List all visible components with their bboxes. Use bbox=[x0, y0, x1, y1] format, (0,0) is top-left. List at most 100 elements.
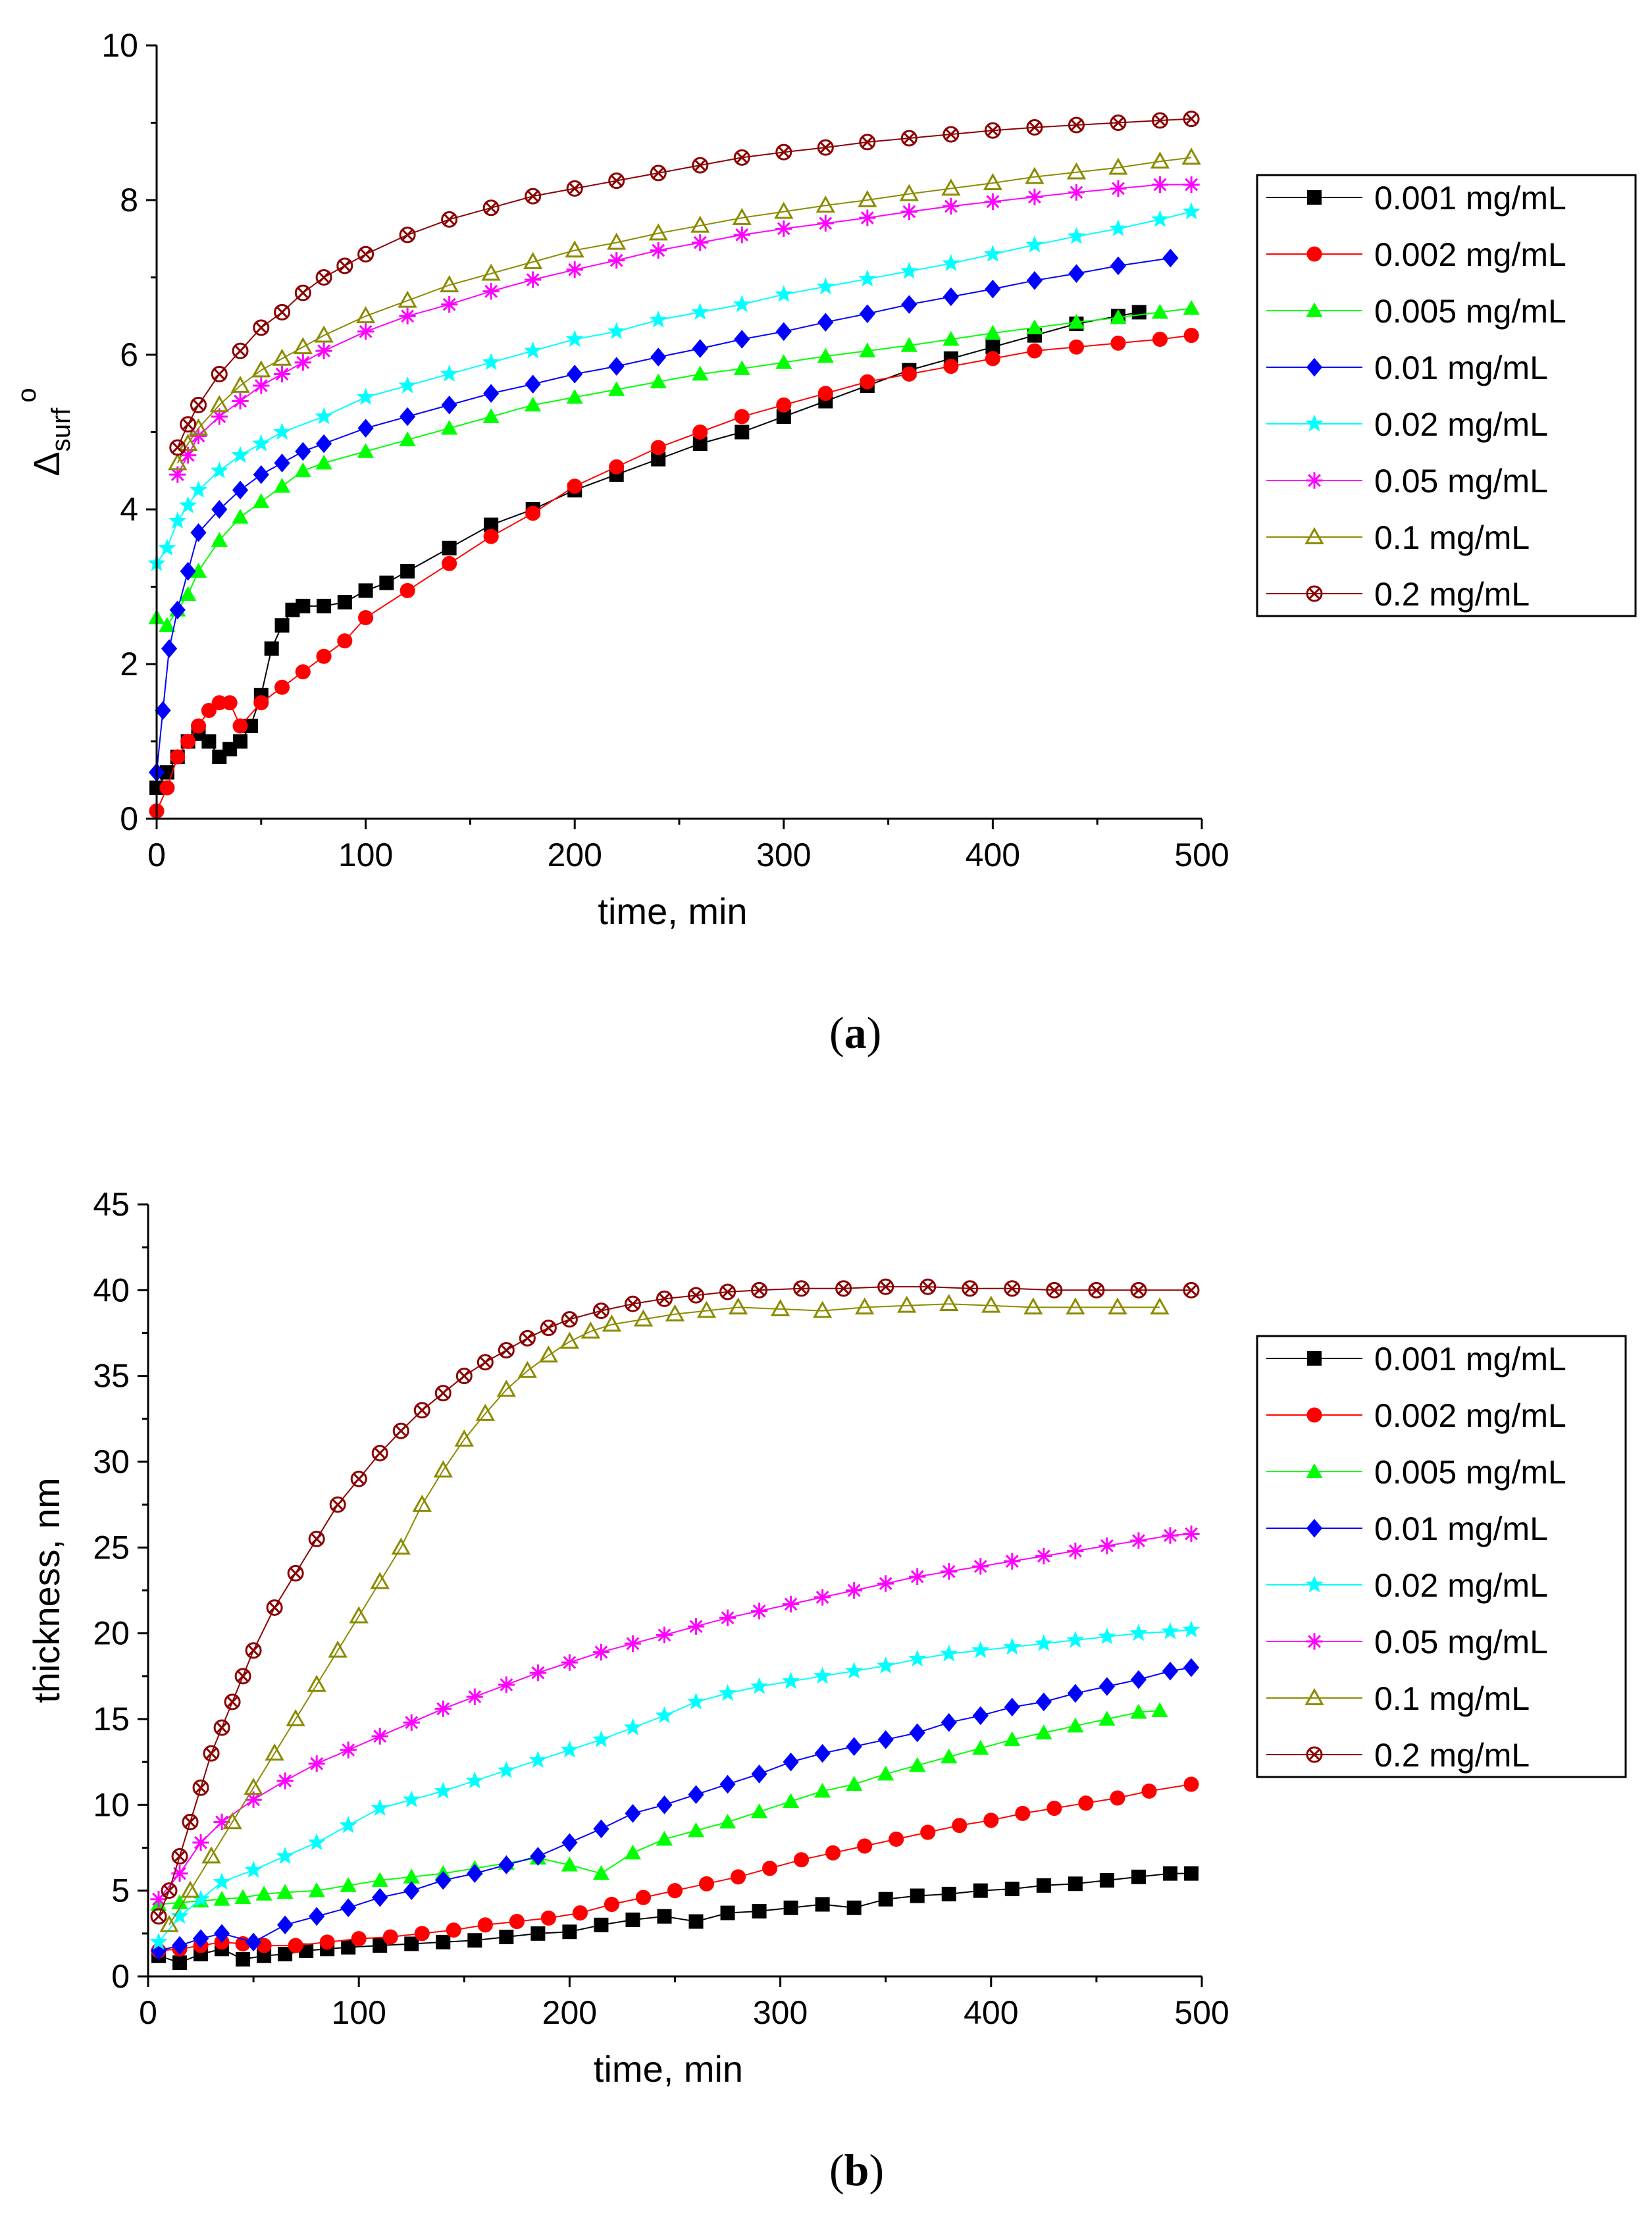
data-point-0-6-3 bbox=[209, 395, 229, 413]
series-0-6 bbox=[168, 147, 1201, 471]
data-point-1-1-18 bbox=[667, 1883, 683, 1899]
data-point-0-7-16 bbox=[608, 172, 625, 190]
data-point-1-1-32 bbox=[1110, 1790, 1125, 1806]
legend-0: 0.001 mg/mL 0.002 mg/mL 0.005 mg/mL 0.01 mg… bbox=[1256, 174, 1637, 617]
data-point-0-4-15 bbox=[565, 330, 584, 348]
data-point-0-4-12 bbox=[440, 365, 459, 382]
data-point-1-7-27 bbox=[656, 1290, 673, 1307]
data-point-1-1-19 bbox=[698, 1876, 715, 1892]
legend-item-1-0: 0.001 mg/mL bbox=[1266, 1341, 1566, 1377]
data-point-0-4-3 bbox=[179, 496, 197, 513]
data-point-0-5-29 bbox=[1183, 176, 1200, 193]
data-point-0-4-26 bbox=[1025, 235, 1044, 253]
series-0-1 bbox=[149, 328, 1199, 819]
data-point-1-0-18 bbox=[625, 1912, 640, 1927]
data-point-1-4-30 bbox=[1066, 1630, 1085, 1648]
data-point-0-3-11 bbox=[315, 434, 332, 453]
data-point-0-5-18 bbox=[733, 226, 750, 244]
data-point-1-7-15 bbox=[371, 1445, 388, 1462]
data-point-0-4-4 bbox=[189, 480, 208, 498]
data-point-0-1-5 bbox=[201, 702, 217, 719]
data-point-0-6-7 bbox=[293, 337, 313, 355]
data-point-1-4-31 bbox=[1098, 1627, 1116, 1645]
data-point-0-5-0 bbox=[169, 466, 186, 483]
data-point-1-4-2 bbox=[192, 1890, 210, 1907]
data-point-0-5-21 bbox=[859, 209, 876, 226]
data-point-0-6-24 bbox=[983, 172, 1003, 190]
data-point-0-7-1 bbox=[180, 416, 197, 433]
x-tick-label-1-2: 200 bbox=[542, 1994, 597, 2031]
data-point-1-2-9 bbox=[371, 1872, 388, 1887]
data-point-0-2-11 bbox=[357, 443, 374, 458]
series-1-4 bbox=[149, 1620, 1200, 1950]
data-point-1-2-34 bbox=[1151, 1702, 1168, 1717]
data-point-1-7-35 bbox=[962, 1280, 979, 1297]
data-point-1-6-0 bbox=[159, 1915, 179, 1932]
data-point-1-0-13 bbox=[467, 1933, 482, 1948]
data-point-1-6-7 bbox=[307, 1674, 326, 1692]
data-point-0-7-26 bbox=[1026, 119, 1043, 136]
data-point-1-1-34 bbox=[1183, 1776, 1199, 1792]
legend-label-1-6: 0.1 mg/mL bbox=[1374, 1680, 1530, 1717]
data-point-1-3-13 bbox=[530, 1847, 546, 1866]
data-point-1-5-27 bbox=[972, 1558, 989, 1575]
data-point-0-7-13 bbox=[482, 199, 500, 217]
data-point-0-1-17 bbox=[483, 528, 499, 544]
data-point-0-6-6 bbox=[272, 348, 292, 366]
data-point-1-2-29 bbox=[1004, 1731, 1021, 1747]
data-point-1-6-15 bbox=[475, 1403, 495, 1421]
data-point-0-7-24 bbox=[942, 126, 960, 143]
data-point-0-0-27 bbox=[735, 425, 750, 440]
data-point-1-3-21 bbox=[783, 1752, 799, 1772]
data-point-1-7-14 bbox=[350, 1470, 367, 1487]
data-point-0-3-13 bbox=[400, 407, 416, 426]
data-point-1-6-11 bbox=[391, 1537, 411, 1555]
data-point-1-2-33 bbox=[1130, 1703, 1147, 1719]
legend-marker-0-3 bbox=[1306, 357, 1323, 377]
data-point-1-2-19 bbox=[687, 1822, 705, 1838]
legend-marker-0-0 bbox=[1307, 190, 1322, 205]
data-point-1-1-15 bbox=[572, 1905, 588, 1921]
legend-label-1-2: 0.005 mg/mL bbox=[1374, 1454, 1566, 1491]
data-point-0-0-19 bbox=[400, 564, 415, 579]
data-point-0-5-13 bbox=[525, 271, 542, 288]
data-point-1-7-36 bbox=[1004, 1280, 1021, 1297]
data-point-1-7-26 bbox=[624, 1295, 641, 1312]
data-point-1-0-9 bbox=[341, 1940, 356, 1955]
series-line-0-4 bbox=[156, 211, 1192, 564]
data-point-1-7-12 bbox=[308, 1530, 325, 1547]
data-point-0-4-22 bbox=[858, 269, 877, 287]
data-point-0-1-31 bbox=[1068, 339, 1084, 355]
data-point-1-6-25 bbox=[728, 1297, 748, 1315]
data-point-0-4-30 bbox=[1182, 202, 1200, 220]
legend-item-0-0: 0.001 mg/mL bbox=[1266, 180, 1566, 217]
legend-item-1-2: 0.005 mg/mL bbox=[1266, 1454, 1566, 1491]
data-point-1-5-11 bbox=[466, 1688, 483, 1705]
data-point-0-4-23 bbox=[900, 261, 918, 279]
data-point-0-2-28 bbox=[1068, 314, 1085, 329]
data-point-1-5-21 bbox=[782, 1595, 800, 1612]
x-tick-label-0-2: 200 bbox=[547, 837, 602, 873]
data-point-1-7-25 bbox=[592, 1302, 609, 1320]
data-point-0-6-20 bbox=[815, 195, 835, 213]
data-point-1-2-5 bbox=[255, 1886, 272, 1901]
legend-label-0-7: 0.2 mg/mL bbox=[1374, 576, 1530, 613]
data-point-0-2-21 bbox=[775, 354, 792, 369]
data-point-0-5-11 bbox=[440, 296, 458, 313]
legend-label-1-5: 0.05 mg/mL bbox=[1374, 1624, 1548, 1660]
data-point-1-3-22 bbox=[814, 1743, 831, 1763]
data-point-1-1-8 bbox=[351, 1931, 367, 1947]
data-point-1-1-6 bbox=[288, 1938, 303, 1953]
y-tick-label-1-4: 20 bbox=[93, 1615, 130, 1652]
y-tick-label-1-2: 10 bbox=[93, 1786, 130, 1823]
data-point-1-0-16 bbox=[562, 1924, 577, 1940]
y-tick-label-1-6: 30 bbox=[93, 1443, 130, 1480]
series-line-1-7 bbox=[158, 1286, 1191, 1917]
data-point-1-0-34 bbox=[1131, 1869, 1146, 1884]
data-point-1-4-12 bbox=[497, 1761, 515, 1778]
series-0-4 bbox=[147, 202, 1200, 571]
data-point-1-6-27 bbox=[812, 1300, 833, 1318]
data-point-0-1-18 bbox=[525, 505, 541, 521]
y-tick-label-1-1: 5 bbox=[111, 1872, 130, 1909]
